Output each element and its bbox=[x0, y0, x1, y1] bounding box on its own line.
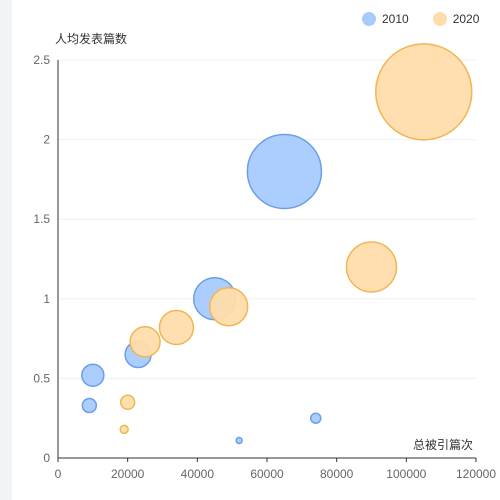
bubble-2020 bbox=[129, 326, 161, 358]
bubble-2020 bbox=[158, 309, 195, 346]
tick-labels: 0 0.5 1 1.5 2 2.5 0 20000 40000 60000 80000 100000 1… bbox=[33, 53, 496, 481]
axes bbox=[57, 60, 477, 462]
x-tick-label: 0 bbox=[55, 467, 62, 481]
y-tick-label: 2.5 bbox=[33, 53, 50, 67]
y-tick-label: 2 bbox=[43, 133, 50, 147]
bubble-2020 bbox=[119, 394, 136, 411]
legend-marker-2010 bbox=[362, 12, 376, 26]
x-tick-label: 120000 bbox=[456, 467, 496, 481]
legend-label-2010: 2010 bbox=[382, 12, 409, 26]
bubble-2020 bbox=[208, 287, 249, 327]
legend-item-2010[interactable]: 2010 bbox=[362, 12, 409, 26]
bubble-2010 bbox=[81, 397, 98, 414]
x-tick-label: 60000 bbox=[250, 467, 284, 481]
x-axis-label: 总被引篇次 bbox=[413, 438, 474, 452]
bubble-2010 bbox=[235, 436, 243, 445]
x-tick-label: 100000 bbox=[386, 467, 426, 481]
legend-marker-2020 bbox=[432, 12, 447, 26]
bubble-2010 bbox=[246, 133, 323, 210]
bubble-2020 bbox=[375, 43, 473, 141]
legend-item-2020[interactable]: 2020 bbox=[432, 12, 480, 26]
y-tick-label: 1.5 bbox=[33, 212, 50, 226]
legend: 2010 2020 bbox=[362, 12, 479, 26]
x-tick-label: 40000 bbox=[181, 467, 215, 481]
y-tick-label: 0 bbox=[43, 451, 50, 465]
y-tick-label: 0.5 bbox=[33, 371, 50, 385]
bubbles bbox=[81, 43, 473, 445]
bubble-2010 bbox=[310, 412, 322, 424]
bubble-2020 bbox=[345, 241, 398, 293]
bubble-2020 bbox=[119, 424, 129, 435]
page-left-strip bbox=[0, 0, 12, 500]
y-tick-label: 1 bbox=[43, 292, 50, 306]
x-tick-label: 80000 bbox=[320, 467, 354, 481]
legend-label-2020: 2020 bbox=[452, 12, 480, 26]
bubble-2010 bbox=[81, 363, 105, 387]
x-tick-label: 20000 bbox=[111, 467, 145, 481]
y-axis-label: 人均发表篇数 bbox=[55, 32, 128, 46]
